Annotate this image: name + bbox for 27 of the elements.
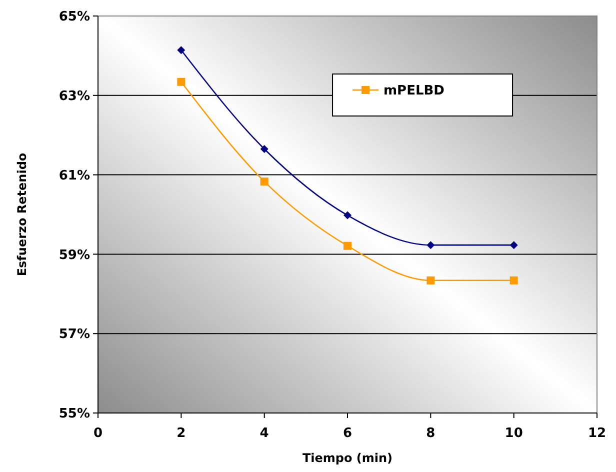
y-tick-label: 59% [58,248,90,263]
legend-label: mPELBD [384,84,445,99]
point [260,178,268,186]
x-tick-label: 6 [342,426,352,441]
point [426,276,435,284]
point [344,242,352,250]
point [426,241,435,250]
point [510,241,518,250]
x-tick-label: 8 [426,426,436,441]
point [510,276,518,284]
y-tick-label: 57% [58,327,90,342]
y-tick-label: 65% [58,10,90,25]
y-tick-label: 63% [58,88,90,104]
y-tick-label: 55% [58,406,90,422]
x-tick-label: 4 [260,426,269,441]
x-axis-title: Tiempo (min) [302,451,393,465]
point [260,144,268,153]
x-tick-label: 10 [504,426,523,441]
x-tick-label: 12 [588,426,606,441]
x-tick-label: 0 [93,426,103,441]
y-axis-title: Esfuerzo Retenido [15,152,29,276]
y-tick-label: 61% [58,168,90,184]
point [177,78,186,86]
point [344,211,352,220]
point [177,46,186,54]
x-tick-label: 2 [176,426,186,441]
legend: mPELBD [332,74,514,116]
